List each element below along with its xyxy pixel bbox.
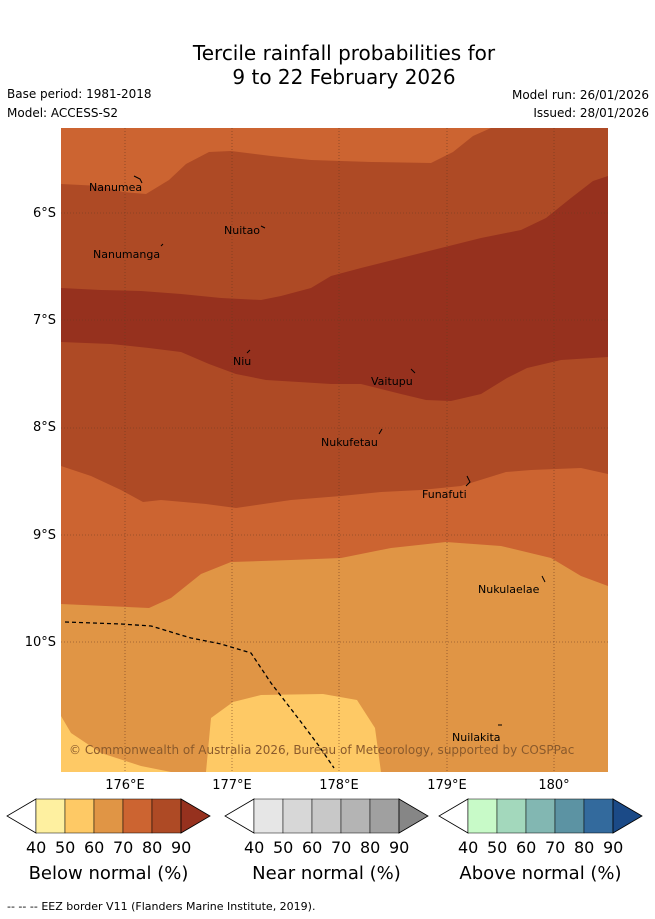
below-tick-90: 90	[171, 838, 192, 857]
place-label-vaitupu: Vaitupu	[371, 375, 413, 388]
near-tick-40: 40	[244, 838, 265, 857]
below-tick-70: 70	[113, 838, 134, 857]
zone-below-50	[61, 694, 381, 772]
above-tick-90: 90	[603, 838, 624, 857]
eez-legend-symbol: -- -- --	[7, 900, 38, 913]
above-normal-label: Above normal (%)	[459, 863, 622, 884]
place-label-nukulaelae: Nukulaelae	[478, 583, 540, 596]
lon-tick-178e: 178°E	[319, 778, 359, 793]
place-label-nukufetau: Nukufetau	[321, 436, 378, 449]
place-label-nanumea: Nanumea	[89, 181, 143, 194]
lat-tick-10s: 10°S	[24, 635, 56, 650]
eez-border-line	[64, 621, 335, 769]
eez-legend-text: EEZ border V11 (Flanders Marine Institut…	[41, 900, 316, 913]
near-tick-90: 90	[389, 838, 410, 857]
lat-tick-8s: 8°S	[32, 420, 56, 435]
place-label-funafuti: Funafuti	[422, 488, 467, 501]
lat-tick-6s: 6°S	[32, 206, 56, 221]
lat-tick-9s: 9°S	[32, 528, 56, 543]
colorbar-above-normal	[438, 798, 643, 834]
copyright-notice: © Commonwealth of Australia 2026, Bureau…	[69, 743, 575, 757]
below-tick-50: 50	[55, 838, 76, 857]
near-normal-label: Near normal (%)	[252, 863, 401, 884]
colorbars	[6, 798, 643, 834]
rainfall-probability-map	[61, 128, 608, 772]
eez-legend: -- -- -- EEZ border V11 (Flanders Marine…	[7, 900, 315, 913]
above-tick-70: 70	[545, 838, 566, 857]
near-tick-80: 80	[360, 838, 381, 857]
above-tick-80: 80	[574, 838, 595, 857]
model-run: Model run: 26/01/2026	[511, 88, 649, 102]
lon-tick-180: 180°	[538, 778, 570, 793]
lat-tick-7s: 7°S	[32, 313, 56, 328]
chart-title-line2: 9 to 22 February 2026	[232, 65, 456, 89]
place-label-niu: Niu	[233, 355, 252, 368]
near-tick-50: 50	[273, 838, 294, 857]
colorbar-below-normal	[6, 798, 211, 834]
colorbar-near-normal	[224, 798, 429, 834]
place-label-nanumanga: Nanumanga	[93, 248, 161, 261]
above-tick-50: 50	[487, 838, 508, 857]
zone-below-90	[61, 176, 608, 401]
graticule	[61, 128, 608, 772]
below-tick-80: 80	[142, 838, 163, 857]
below-tick-60: 60	[84, 838, 105, 857]
issued-date: Issued: 28/01/2026	[533, 106, 649, 120]
island-markers	[133, 175, 546, 726]
lon-tick-179e: 179°E	[427, 778, 467, 793]
base-period: Base period: 1981-2018	[7, 87, 152, 101]
above-tick-40: 40	[458, 838, 479, 857]
lon-tick-177e: 177°E	[212, 778, 252, 793]
place-label-nuitao: Nuitao	[224, 224, 261, 237]
near-tick-70: 70	[331, 838, 352, 857]
below-normal-label: Below normal (%)	[28, 863, 189, 884]
model-name: Model: ACCESS-S2	[7, 106, 119, 120]
near-tick-60: 60	[302, 838, 323, 857]
lon-tick-176e: 176°E	[105, 778, 145, 793]
above-tick-60: 60	[516, 838, 537, 857]
place-label-nuilakita: Nuilakita	[452, 731, 501, 744]
below-tick-40: 40	[26, 838, 47, 857]
chart-title-line1: Tercile rainfall probabilities for	[192, 41, 496, 65]
